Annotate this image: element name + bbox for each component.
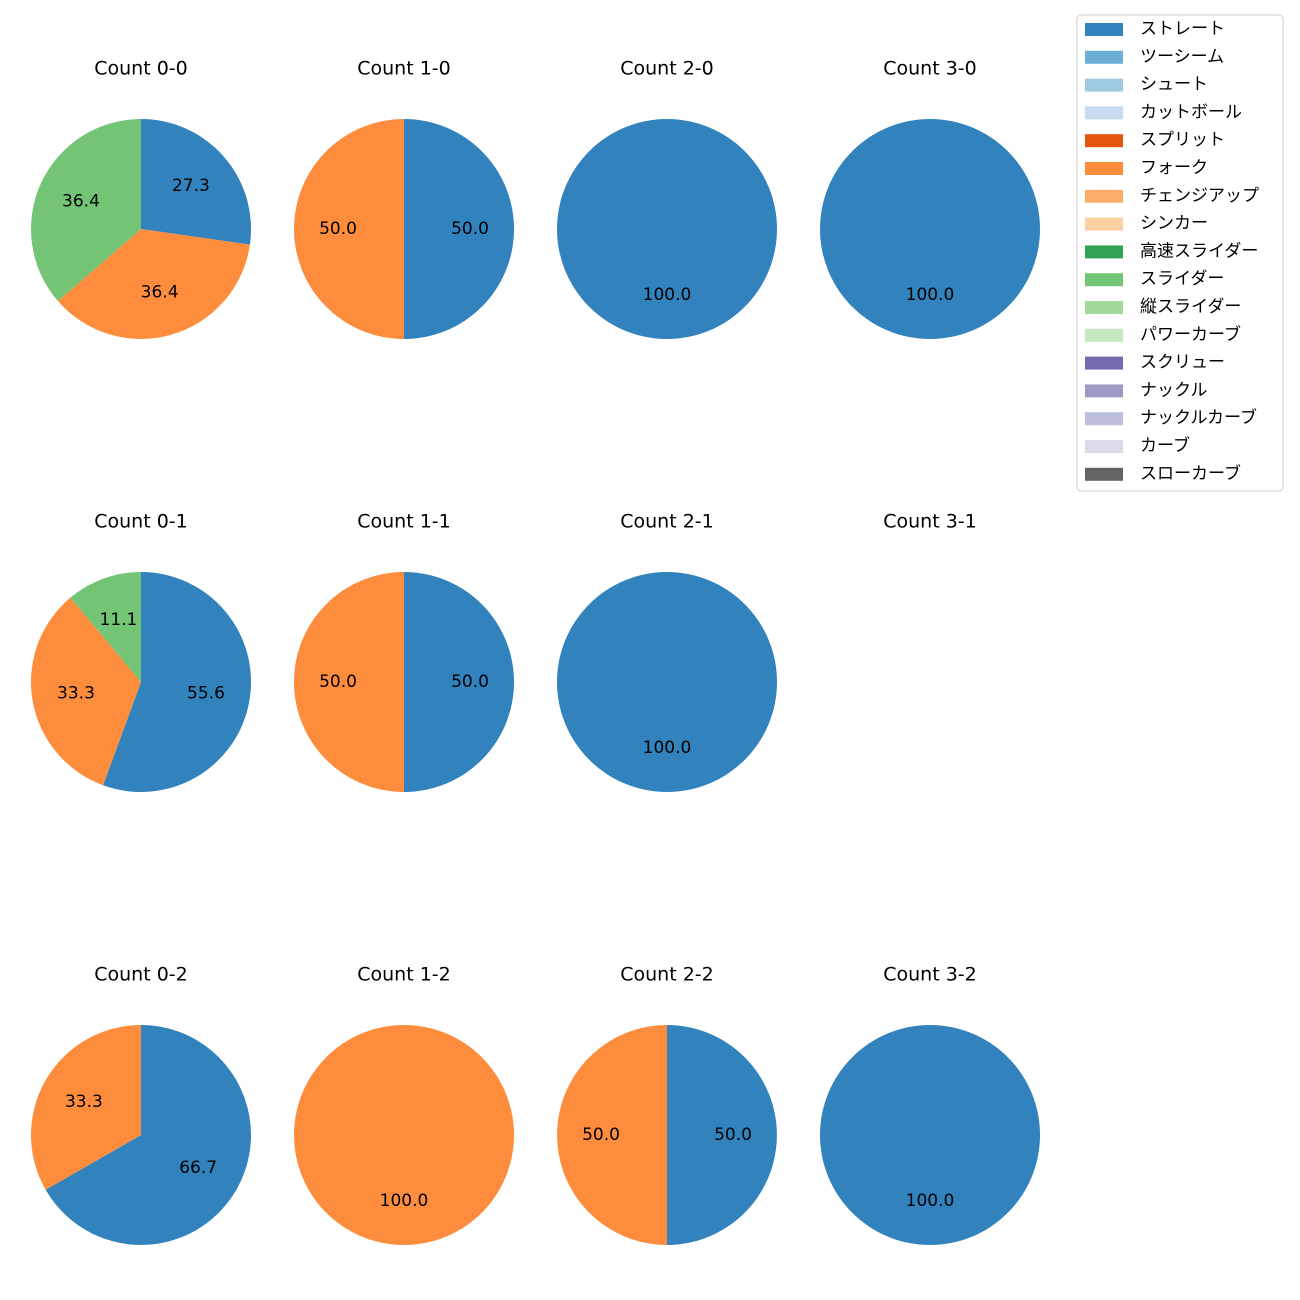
slice-label: 55.6 (187, 684, 225, 704)
chart-title: Count 3-2 (883, 964, 977, 986)
pie-slice (103, 572, 251, 792)
legend-label: チェンジアップ (1140, 186, 1259, 206)
pie-slice (667, 1025, 777, 1245)
pie-slice (70, 572, 141, 682)
slice-label: 33.3 (65, 1092, 103, 1112)
chart-title: Count 0-1 (94, 511, 188, 533)
legend-swatch (1085, 356, 1123, 370)
slice-label: 100.0 (643, 738, 692, 758)
pie-slice (294, 119, 404, 339)
chart-title: Count 3-1 (883, 511, 977, 533)
slice-label: 50.0 (582, 1125, 620, 1145)
chart-title: Count 2-1 (620, 511, 714, 533)
legend-swatch (1085, 328, 1123, 342)
legend-label: シンカー (1140, 214, 1208, 234)
slice-label: 36.4 (141, 282, 179, 302)
legend-swatch (1085, 412, 1123, 426)
legend-swatch (1085, 50, 1123, 64)
slice-label: 50.0 (714, 1125, 752, 1145)
slice-label: 100.0 (380, 1191, 429, 1211)
slice-label: 100.0 (906, 1191, 955, 1211)
legend-label: カットボール (1140, 102, 1242, 122)
slice-label: 36.4 (62, 192, 100, 212)
pie-slice (294, 572, 404, 792)
chart-title: Count 1-2 (357, 964, 451, 986)
legend-swatch (1085, 217, 1123, 231)
slice-label: 50.0 (451, 219, 489, 239)
legend-label: 縦スライダー (1140, 297, 1241, 317)
pie-slice (141, 119, 251, 245)
legend-label: スクリュー (1140, 353, 1225, 373)
pie-slice (404, 119, 514, 339)
chart-title: Count 2-2 (620, 964, 714, 986)
slice-label: 66.7 (179, 1158, 217, 1178)
legend-swatch (1085, 301, 1123, 314)
pie-slice (57, 229, 250, 339)
legend-swatch (1085, 23, 1123, 36)
chart-title: Count 0-0 (94, 58, 188, 80)
legend-label: ツーシーム (1140, 47, 1224, 67)
legend-swatch (1085, 134, 1123, 148)
chart-title: Count 0-2 (94, 964, 188, 986)
chart-title: Count 3-0 (883, 58, 977, 80)
slice-label: 50.0 (319, 219, 357, 239)
pie-slice (820, 119, 1040, 339)
legend-swatch (1085, 78, 1123, 92)
slice-label: 33.3 (57, 683, 95, 703)
legend-swatch (1085, 106, 1123, 120)
legend-swatch (1085, 189, 1123, 203)
legend-label: シュート (1140, 75, 1208, 95)
slice-label: 100.0 (906, 285, 955, 305)
legend-label: ナックルカーブ (1140, 407, 1257, 428)
pie-slice (557, 572, 777, 792)
chart-title: Count 1-1 (357, 511, 451, 533)
pie-slice (30, 1025, 141, 1190)
slice-label: 50.0 (319, 672, 357, 692)
legend-label: スプリット (1140, 130, 1225, 150)
pie-slice (557, 1025, 667, 1245)
pie-slice (557, 119, 777, 339)
legend-swatch (1085, 467, 1123, 481)
legend-swatch (1085, 440, 1123, 453)
legend-swatch (1085, 245, 1123, 259)
legend-label: スライダー (1140, 269, 1224, 289)
legend-label: ナックル (1140, 380, 1208, 400)
pie-slice (404, 572, 514, 792)
legend-swatch (1085, 162, 1123, 175)
legend-label: スローカーブ (1140, 463, 1241, 484)
legend-label: ストレート (1140, 19, 1225, 39)
pie-slice (31, 118, 142, 302)
chart-title: Count 1-0 (357, 58, 451, 80)
legend-label: パワーカーブ (1140, 324, 1241, 345)
legend-label: フォーク (1140, 158, 1208, 178)
slice-label: 100.0 (643, 285, 692, 305)
legend-box (1076, 14, 1284, 492)
chart-title: Count 2-0 (620, 58, 714, 80)
slice-label: 11.1 (100, 610, 138, 630)
pie-slice (294, 1025, 514, 1245)
legend-label: カーブ (1140, 435, 1190, 456)
legend-label: 高速スライダー (1140, 241, 1258, 261)
pie-slice (820, 1025, 1040, 1245)
legend-swatch (1085, 384, 1123, 398)
pie-slice (30, 597, 141, 786)
slice-label: 27.3 (172, 176, 210, 196)
legend-swatch (1085, 273, 1123, 287)
pie-slice (45, 1025, 252, 1245)
slice-label: 50.0 (451, 672, 489, 692)
